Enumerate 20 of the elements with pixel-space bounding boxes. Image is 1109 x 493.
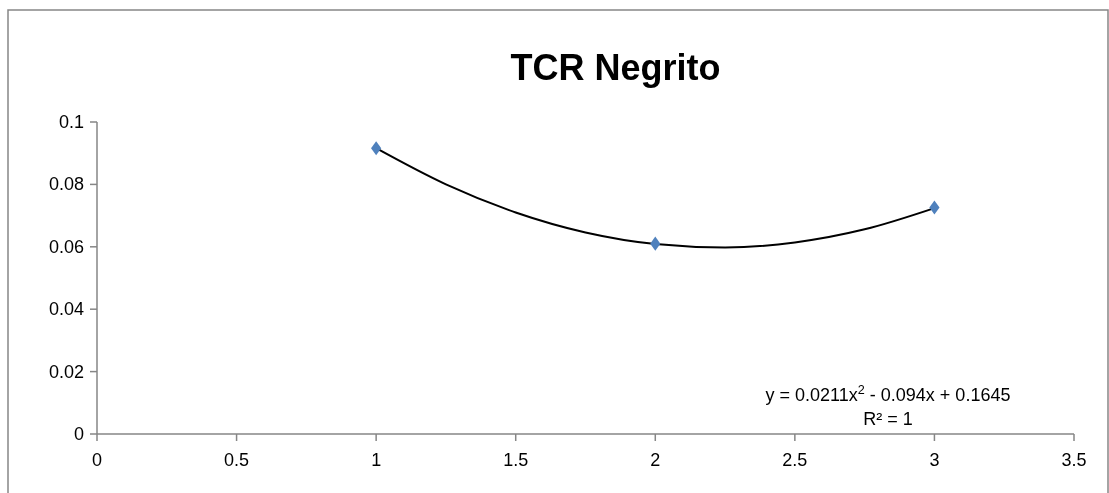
point	[650, 236, 661, 251]
x-tick-label: 2.5	[782, 450, 808, 470]
y-tick-label: 0.04	[48, 299, 84, 320]
x-tick-label: 2	[650, 450, 661, 470]
x-tick-label: 1.5	[503, 450, 529, 470]
point	[371, 141, 382, 156]
x-tick-label: 3	[929, 450, 940, 470]
y-tick-label: 0.02	[48, 361, 84, 382]
x-tick-label: 1	[371, 450, 382, 470]
x-tick-label: 3.5	[1061, 450, 1087, 470]
y-tick-label: 0	[73, 424, 84, 444]
x-tick-label: 0	[91, 450, 103, 470]
y-tick-label: 0.1	[58, 112, 84, 132]
annotation: R² = 1	[863, 409, 913, 429]
annotation: y = 0.0211x$^{2}$ - 0.094x + 0.1645	[765, 383, 1011, 405]
x-tick-label: 0.5	[224, 450, 250, 470]
y-tick-label: 0.08	[48, 174, 84, 195]
chart-title: TCR Negrito	[510, 47, 721, 88]
point	[929, 200, 940, 215]
y-tick-label: 0.06	[48, 236, 84, 257]
